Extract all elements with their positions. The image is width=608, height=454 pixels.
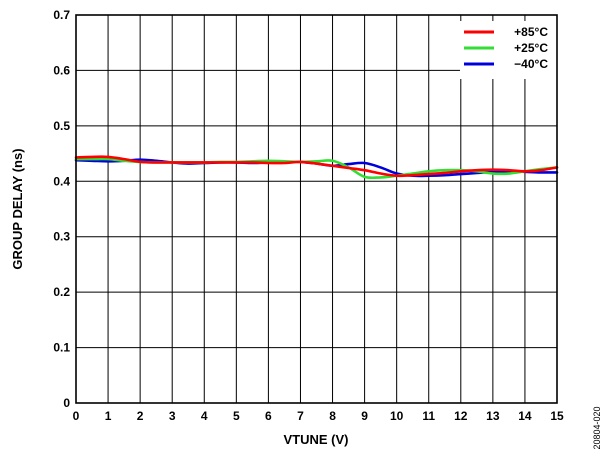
x-tick-label: 10 — [390, 409, 404, 423]
y-tick-label: 0.5 — [53, 119, 70, 133]
series-lines — [74, 155, 559, 180]
y-tick-label: 0.6 — [53, 63, 70, 77]
grid — [76, 15, 557, 403]
x-tick-label: 15 — [550, 409, 564, 423]
x-tick-label: 11 — [422, 409, 435, 423]
legend-item-minus40c-label: −40°C — [514, 57, 548, 71]
x-tick-label: 6 — [265, 409, 272, 423]
y-axis-tick-labels: 0 0.1 0.2 0.3 0.4 0.5 0.6 0.7 — [53, 8, 70, 410]
y-axis-title: GROUP DELAY (ns) — [10, 148, 25, 269]
x-tick-label: 13 — [486, 409, 500, 423]
y-tick-label: 0.7 — [53, 8, 70, 22]
figure-id: 20804-020 — [592, 406, 602, 449]
x-tick-label: 0 — [73, 409, 80, 423]
x-axis-tick-labels: 0 1 2 3 4 5 6 7 8 9 10 11 12 13 14 15 — [73, 409, 564, 423]
x-tick-label: 4 — [201, 409, 208, 423]
y-tick-label: 0.4 — [53, 174, 70, 188]
x-tick-label: 5 — [233, 409, 240, 423]
x-tick-label: 1 — [105, 409, 112, 423]
y-tick-label: 0.2 — [53, 285, 70, 299]
legend-item-85c-label: +85°C — [514, 25, 548, 39]
x-axis-title: VTUNE (V) — [284, 432, 349, 447]
x-tick-label: 8 — [329, 409, 336, 423]
y-tick-label: 0.3 — [53, 230, 70, 244]
x-tick-label: 7 — [297, 409, 304, 423]
y-tick-label: 0 — [63, 396, 70, 410]
x-tick-label: 2 — [137, 409, 144, 423]
x-tick-label: 9 — [361, 409, 368, 423]
x-tick-label: 3 — [169, 409, 176, 423]
x-tick-label: 12 — [454, 409, 468, 423]
x-tick-label: 14 — [518, 409, 532, 423]
legend: +85°C +25°C −40°C — [460, 21, 558, 79]
series-85c-line — [74, 155, 559, 178]
plot-frame — [75, 14, 558, 404]
y-tick-label: 0.1 — [53, 341, 70, 355]
legend-item-25c-label: +25°C — [514, 41, 548, 55]
